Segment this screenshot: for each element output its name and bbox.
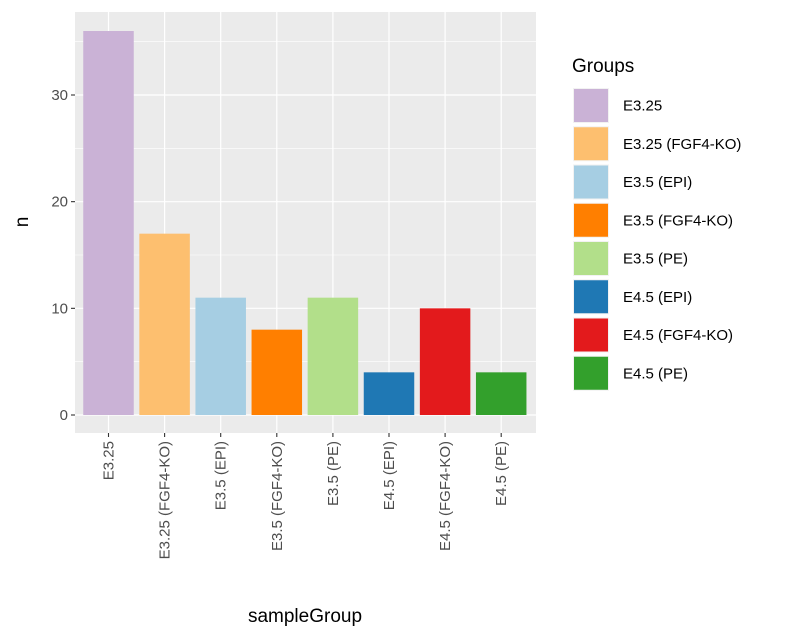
x-axis: E3.25 E3.25 (FGF4-KO) E3.5 (EPI) E3.5 (FGF4…	[101, 433, 510, 559]
x-tick-label: E3.5 (EPI)	[213, 441, 230, 510]
legend-swatch	[574, 127, 608, 161]
x-tick-label: E3.25 (FGF4-KO)	[157, 441, 174, 559]
legend-label: E3.5 (PE)	[623, 251, 688, 268]
legend-label: E3.5 (FGF4-KO)	[623, 212, 733, 229]
legend-swatch	[574, 89, 608, 122]
legend-swatch	[574, 242, 608, 275]
y-tick-label: 20	[51, 194, 68, 211]
x-tick-label: E4.5 (EPI)	[381, 441, 398, 510]
legend-swatch	[574, 318, 608, 352]
bar	[195, 297, 246, 415]
legend-swatch	[574, 203, 608, 237]
legend-label: E3.25 (FGF4-KO)	[623, 136, 741, 153]
y-tick-label: 30	[51, 87, 68, 104]
bar	[419, 308, 471, 415]
y-tick-label: 10	[51, 300, 68, 317]
x-tick-label: E3.5 (FGF4-KO)	[269, 441, 286, 551]
legend-label: E3.25	[623, 98, 662, 115]
legend-label: E4.5 (EPI)	[623, 289, 692, 306]
x-axis-title: sampleGroup	[248, 606, 362, 627]
legend-label: E4.5 (FGF4-KO)	[623, 327, 733, 344]
legend-swatch	[574, 356, 608, 390]
x-tick-label: E3.5 (PE)	[325, 441, 342, 506]
y-axis-title: n	[12, 217, 33, 228]
legend-swatch	[574, 165, 608, 199]
bar	[139, 233, 190, 415]
legend-label: E4.5 (PE)	[623, 365, 688, 382]
bar	[475, 372, 527, 415]
y-tick-label: 0	[60, 407, 68, 424]
bar	[251, 329, 303, 415]
legend-swatch	[574, 280, 608, 314]
bar	[83, 31, 134, 415]
legend: Groups E3.25 E3.25 (FGF4-KO) E3.5 (EPI) E3.…	[572, 56, 741, 391]
x-tick-label: E3.25	[101, 441, 118, 480]
y-axis: 0 10 20 30	[51, 87, 75, 424]
bars	[83, 31, 527, 415]
bar	[307, 297, 359, 415]
legend-label: E3.5 (EPI)	[623, 174, 692, 191]
bar	[363, 372, 415, 415]
legend-title: Groups	[572, 56, 634, 77]
x-tick-label: E4.5 (FGF4-KO)	[437, 441, 454, 551]
x-tick-label: E4.5 (PE)	[493, 441, 510, 506]
